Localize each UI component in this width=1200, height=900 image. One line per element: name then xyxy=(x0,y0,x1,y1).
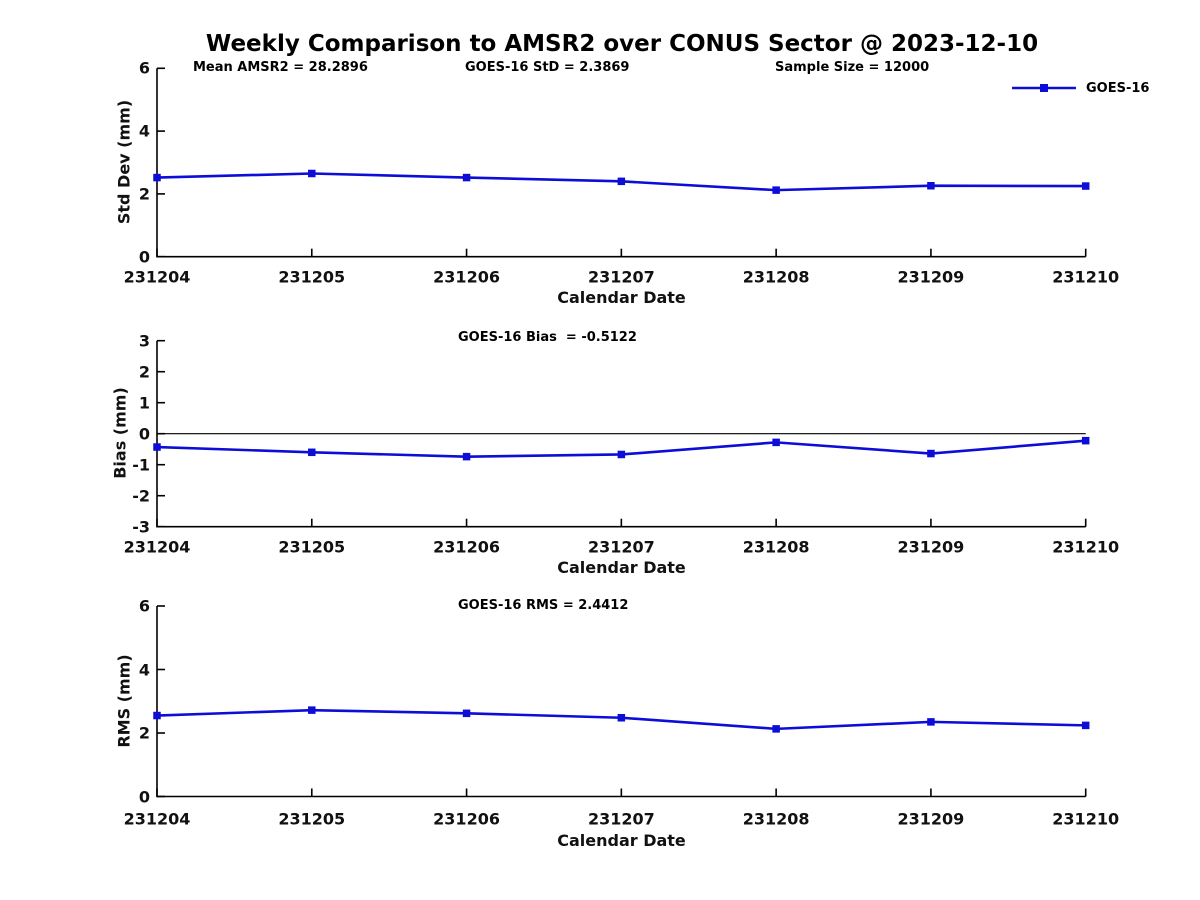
y-tick-label-bias: 1 xyxy=(138,393,150,413)
series-marker-rms xyxy=(617,714,626,722)
series-marker-rms xyxy=(462,709,471,718)
x-axis-label-calendar-date: Calendar Date xyxy=(557,558,686,577)
annotation-mean-amsr2: Mean AMSR2 = 28.2896 xyxy=(193,60,368,75)
y-tick-label-rms: 0 xyxy=(138,787,150,806)
x-tick-label-bias: 231204 xyxy=(123,537,191,556)
y-axis-label-std-dev: Std Dev (mm) xyxy=(114,99,134,225)
series-marker-rms xyxy=(1081,721,1090,730)
series-marker-bias xyxy=(772,438,780,447)
x-tick-label-rms: 231209 xyxy=(897,809,965,828)
series-marker-std-dev xyxy=(462,173,471,182)
series-marker-rms xyxy=(308,706,316,714)
annotation-goes16-std: GOES-16 StD = 2.3869 xyxy=(465,60,630,75)
y-tick-label-rms: 4 xyxy=(138,660,150,679)
series-marker-bias xyxy=(1081,436,1090,445)
x-tick-label-std-dev: 231207 xyxy=(587,267,655,286)
x-tick-label-std-dev: 231206 xyxy=(433,267,500,286)
y-tick-label-rms: 2 xyxy=(138,723,150,743)
x-tick-label-rms: 231206 xyxy=(433,809,500,828)
x-tick-label-rms: 231204 xyxy=(123,809,191,828)
annotation-sample-size: Sample Size = 12000 xyxy=(775,60,930,75)
series-marker-std-dev xyxy=(1081,182,1090,190)
x-tick-label-bias: 231205 xyxy=(278,537,346,556)
series-marker-bias xyxy=(308,448,316,457)
x-tick-label-rms: 231208 xyxy=(742,809,810,828)
y-tick-label-bias: -1 xyxy=(132,455,150,475)
y-tick-label-bias: 2 xyxy=(138,362,150,382)
figure-title: Weekly Comparison to AMSR2 over CONUS Se… xyxy=(205,31,1039,57)
x-tick-label-rms: 231205 xyxy=(278,809,346,828)
x-axis-label-calendar-date: Calendar Date xyxy=(557,288,686,307)
legend: GOES-16 xyxy=(1010,79,1190,99)
y-tick-label-bias: -3 xyxy=(132,517,150,537)
series-marker-std-dev xyxy=(772,186,780,194)
x-tick-label-std-dev: 231210 xyxy=(1052,267,1120,286)
y-tick-label-rms: 6 xyxy=(138,596,150,616)
legend-line-marker-icon xyxy=(1012,84,1076,92)
x-tick-label-bias: 231206 xyxy=(433,537,500,556)
series-marker-rms xyxy=(927,718,935,726)
x-tick-label-std-dev: 231205 xyxy=(278,267,346,286)
x-tick-label-rms: 231210 xyxy=(1052,809,1120,828)
y-tick-label-std-dev: 2 xyxy=(138,184,150,204)
y-tick-label-bias: -2 xyxy=(132,486,150,506)
x-tick-label-bias: 231207 xyxy=(587,537,655,556)
series-marker-std-dev xyxy=(617,177,626,186)
x-tick-label-bias: 231208 xyxy=(742,537,810,556)
x-tick-label-std-dev: 231204 xyxy=(123,267,191,286)
x-tick-label-std-dev: 231208 xyxy=(742,267,810,286)
series-marker-bias xyxy=(153,443,161,451)
axis-rms xyxy=(156,606,1086,798)
annotation-goes16-bias: GOES-16 Bias = -0.5122 xyxy=(458,330,637,345)
x-axis-label-calendar-date: Calendar Date xyxy=(557,831,686,850)
series-marker-bias xyxy=(927,449,935,458)
annotation-goes16-rms: GOES-16 RMS = 2.4412 xyxy=(458,598,629,613)
y-tick-label-bias: 3 xyxy=(138,331,150,351)
series-marker-std-dev xyxy=(153,173,161,182)
series-marker-bias xyxy=(617,450,626,459)
series-marker-rms xyxy=(153,711,161,720)
x-tick-label-std-dev: 231209 xyxy=(897,267,965,286)
y-tick-label-std-dev: 0 xyxy=(138,247,150,267)
y-axis-label-rms: RMS (mm) xyxy=(114,654,134,748)
x-tick-label-rms: 231207 xyxy=(587,809,655,828)
legend-label-goes16: GOES-16 xyxy=(1086,81,1150,96)
series-marker-bias xyxy=(462,452,471,461)
y-tick-label-std-dev: 6 xyxy=(138,58,150,78)
y-axis-label-bias: Bias (mm) xyxy=(110,387,130,479)
axis-std-dev xyxy=(156,68,1086,258)
series-marker-rms xyxy=(772,725,780,733)
series-marker-std-dev xyxy=(927,181,935,190)
x-tick-label-bias: 231209 xyxy=(897,537,965,556)
y-tick-label-bias: 0 xyxy=(138,424,150,444)
x-tick-label-bias: 231210 xyxy=(1052,537,1120,556)
series-marker-std-dev xyxy=(308,169,316,178)
y-tick-label-std-dev: 4 xyxy=(138,121,150,141)
